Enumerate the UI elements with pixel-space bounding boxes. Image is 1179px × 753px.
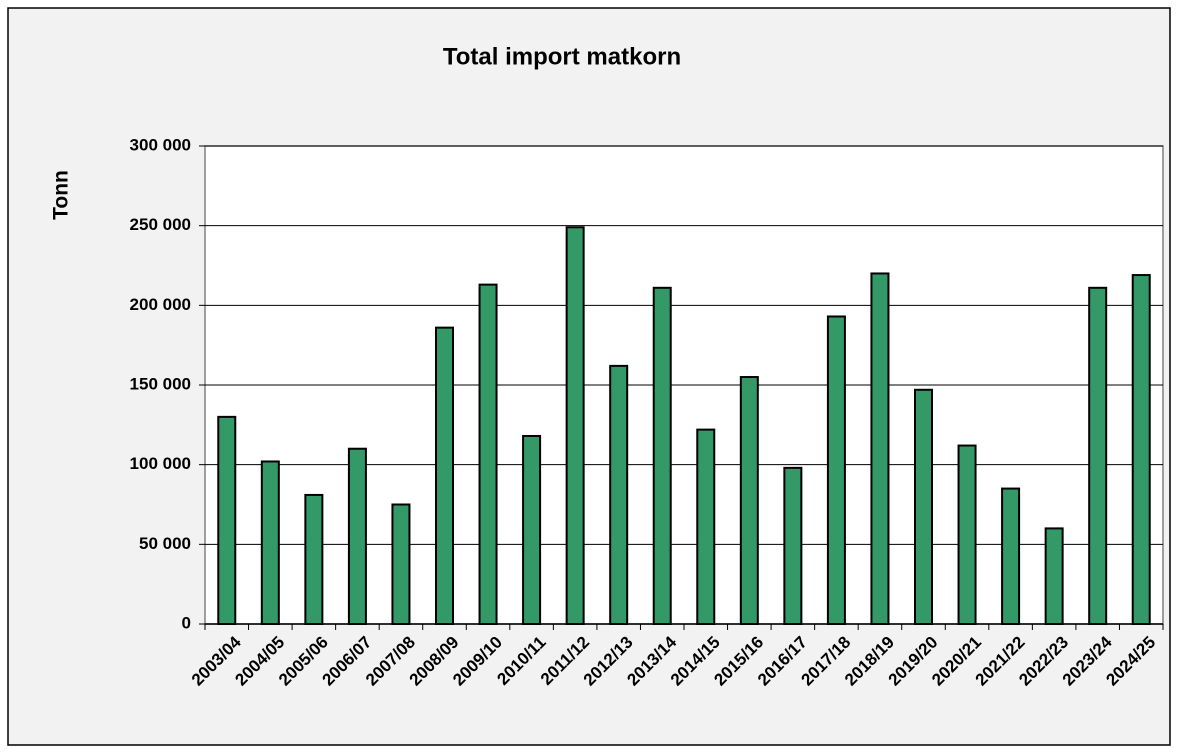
chart-title: Total import matkorn <box>443 43 681 70</box>
bar <box>522 434 542 625</box>
bar <box>304 493 324 625</box>
bar <box>565 226 585 625</box>
bar <box>260 460 280 626</box>
y-tick-label: 50 000 <box>139 534 191 553</box>
y-tick-label: 0 <box>182 613 191 632</box>
y-tick-label: 300 000 <box>130 135 191 154</box>
bar <box>739 376 759 625</box>
bar <box>435 326 454 625</box>
bar <box>957 444 977 625</box>
y-tick-label: 100 000 <box>130 454 191 473</box>
y-tick-label: 150 000 <box>130 374 191 393</box>
bar <box>1001 487 1021 626</box>
bar <box>217 415 237 625</box>
bar <box>1131 274 1151 625</box>
bar <box>478 283 498 625</box>
bar <box>609 364 629 625</box>
y-axis-label: Tonn <box>50 170 73 220</box>
bar <box>391 503 411 625</box>
bar <box>783 466 803 625</box>
bar <box>652 286 672 625</box>
bar <box>696 428 716 626</box>
bar <box>914 388 933 625</box>
y-tick-label: 200 000 <box>130 295 191 314</box>
y-tick-label: 250 000 <box>130 215 191 234</box>
bar <box>870 272 890 625</box>
bar <box>826 315 846 625</box>
bar <box>1088 286 1108 625</box>
bar <box>347 447 367 625</box>
bar <box>1044 527 1064 626</box>
